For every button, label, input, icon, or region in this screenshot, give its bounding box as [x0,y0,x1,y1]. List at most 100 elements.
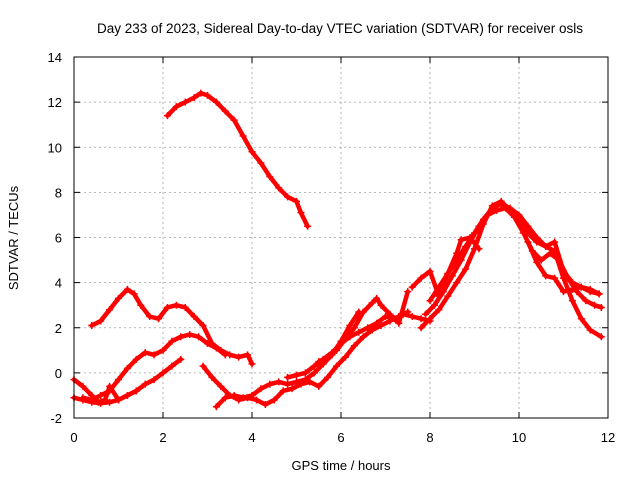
data-point [168,337,176,345]
data-point [159,346,167,354]
data-point [515,211,523,219]
data-point [239,132,247,140]
data-point [181,303,189,311]
data-point [568,285,576,293]
data-point [364,324,372,332]
data-point [115,376,122,384]
data-point [591,301,599,309]
data-point [457,236,465,244]
data-point [293,197,300,205]
data-point [577,283,585,291]
data-point [248,391,256,399]
data-point [186,331,194,339]
data-point [106,398,114,406]
data-point [284,380,292,388]
data-point [475,245,483,253]
data-point [275,184,283,192]
data-point [217,382,225,390]
data-point [524,222,532,230]
data-point [488,204,496,212]
data-point [310,362,318,370]
series-arc-2 [88,285,256,368]
data-point [130,290,138,298]
series-line [165,90,310,229]
series-arc-7 [212,308,363,411]
data-point [257,385,265,393]
data-point [79,382,87,390]
data-point [150,376,158,384]
data-point [537,256,545,264]
data-point [359,308,367,316]
data-point [350,342,358,350]
x-tick-labels: 0 2 4 6 8 10 12 [70,430,615,445]
data-point [511,213,519,221]
series-line [427,201,604,340]
series-group [70,89,605,411]
data-point [123,364,131,372]
data-point [141,380,149,388]
data-point [230,391,238,399]
data-point [568,297,576,305]
data-point [368,299,376,307]
data-point [306,378,314,386]
data-point [163,112,171,120]
data-point [97,317,105,325]
data-point [197,89,205,97]
data-point [560,288,567,296]
data-point [346,321,354,329]
data-point [297,209,305,217]
data-point [106,382,114,390]
data-point [221,394,229,402]
data-point [577,315,585,323]
x-tick-label: 6 [337,430,344,445]
data-point [597,303,605,311]
data-point [315,382,323,390]
data-point [270,396,278,404]
data-point [341,335,349,343]
data-point [266,173,274,181]
y-tick-label: -2 [50,411,62,426]
data-point [123,285,131,293]
data-point [395,319,403,327]
data-point [293,371,300,379]
series-line [214,309,362,409]
data-point [239,394,247,402]
data-point [284,373,292,381]
data-point [288,385,296,393]
data-point [426,267,434,275]
data-point [355,328,363,336]
data-point [597,333,605,341]
data-point [177,333,185,341]
data-point [435,306,443,314]
data-point [310,369,318,377]
data-point [444,292,452,300]
data-point [115,294,122,302]
x-tick-label: 4 [248,430,255,445]
data-point [533,234,541,241]
data-point [275,378,283,386]
data-point [141,349,149,357]
data-point [301,376,309,384]
data-point [252,396,260,404]
data-point [123,391,131,399]
data-point [257,159,265,167]
data-point [350,324,358,332]
y-tick-label: 14 [48,50,62,65]
data-point [115,396,122,404]
series-line [89,287,255,367]
data-point [408,283,416,291]
data-point [88,321,96,329]
x-tick-label: 2 [159,430,166,445]
data-point [524,238,532,246]
data-point [199,362,207,370]
data-point [244,351,252,359]
data-point [208,373,216,381]
data-point [293,378,300,386]
data-point [168,362,176,370]
data-point [519,229,527,237]
data-point [373,294,381,302]
data-point [106,306,114,314]
data-point [382,312,389,320]
data-point [448,272,456,280]
data-point [155,315,163,323]
